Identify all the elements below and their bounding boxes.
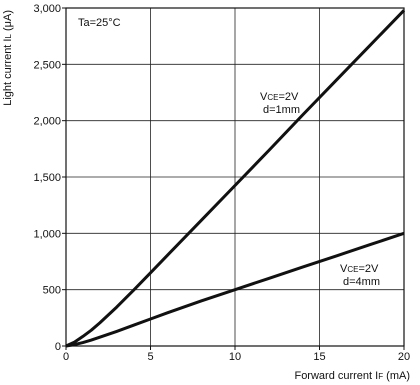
x-tick-label: 15	[313, 351, 325, 363]
x-tick-label: 0	[63, 351, 69, 363]
y-tick-label: 3,000	[33, 3, 61, 15]
series-lines	[65, 9, 406, 348]
vce-subscript: CE	[267, 93, 278, 102]
series-line-d4mm	[65, 231, 405, 348]
y-axis-label-subscript: L	[4, 34, 13, 39]
x-tick-label: 20	[398, 351, 410, 363]
series-label-d1mm: VCE=2V d=1mm	[260, 91, 301, 116]
vce-symbol: V	[260, 91, 268, 103]
y-tick-label: 0	[55, 341, 61, 353]
vce-subscript: CE	[347, 265, 358, 274]
x-axis-label-main: Forward current I	[294, 370, 378, 382]
y-tick-label: 1,500	[33, 172, 61, 184]
x-axis-label: Forward current IF (mA)	[294, 370, 410, 382]
y-tick-label: 1,000	[33, 228, 61, 240]
tick-labels: 0 5 10 15 20 0 500 1,000 1,500 2,000 2,500 3,000	[33, 3, 410, 363]
y-tick-label: 500	[43, 285, 61, 297]
distance-value: d=4mm	[343, 276, 380, 288]
y-axis-label: Light current IL (μA)	[2, 10, 14, 106]
x-tick-label: 5	[147, 351, 153, 363]
x-axis-label-subscript: F	[378, 372, 383, 381]
ambient-temperature-note: Ta=25°C	[78, 17, 121, 29]
distance-value: d=1mm	[263, 104, 300, 116]
y-tick-label: 2,500	[33, 59, 61, 71]
y-axis-label-main: Light current I	[2, 39, 14, 106]
vce-value: =2V	[278, 91, 299, 103]
y-tick-label: 2,000	[33, 116, 61, 128]
y-axis-label-unit: (μA)	[2, 10, 14, 34]
series-line-d1mm	[65, 9, 406, 348]
vce-value: =2V	[358, 263, 379, 275]
x-tick-label: 10	[229, 351, 241, 363]
x-axis-label-unit: (mA)	[383, 370, 410, 382]
vce-symbol: V	[340, 263, 348, 275]
series-label-d4mm: VCE=2V d=4mm	[340, 263, 381, 288]
grid	[66, 8, 404, 346]
